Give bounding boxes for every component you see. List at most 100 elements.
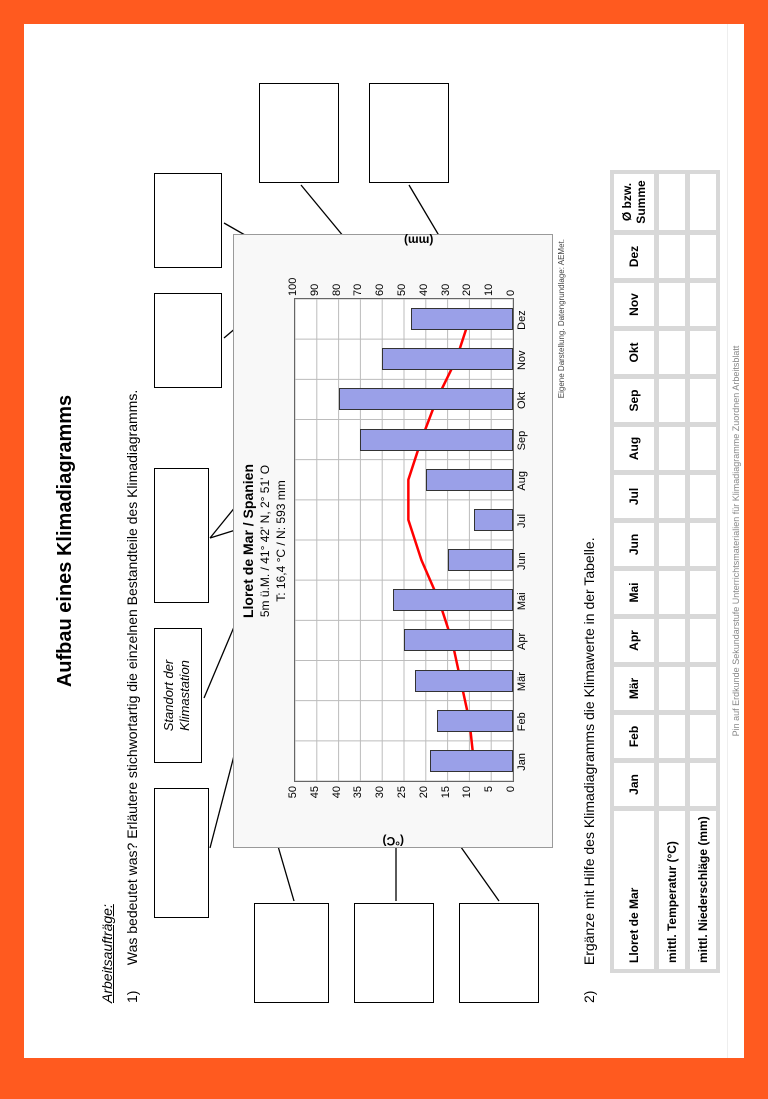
blank-box-left-3[interactable] (459, 903, 539, 1003)
blank-box-left-2[interactable] (354, 903, 434, 1003)
cell-precip-feb[interactable] (689, 714, 717, 759)
caption-bar: Pin auf Erdkunde Sekundarstufe Unterrich… (727, 24, 744, 1058)
ytick-left: 10 (461, 786, 473, 814)
ytick-left: 35 (352, 786, 364, 814)
cell-precip-aug[interactable] (689, 426, 717, 471)
ytick-left: 5 (483, 786, 495, 814)
precip-bar (393, 589, 513, 611)
cell-temp-sum[interactable] (658, 173, 686, 231)
cell-temp-okt[interactable] (658, 330, 686, 375)
chart-attribution: Eigene Darstellung. Datengrundlage: AEMe… (557, 239, 566, 398)
ytick-left: 45 (309, 786, 321, 814)
precip-bar (339, 388, 513, 410)
cell-precip-apr[interactable] (689, 618, 717, 663)
ytick-left: 25 (396, 786, 408, 814)
blank-box-right-2[interactable] (369, 83, 449, 183)
sheet-rotated-wrap: Aufbau eines Klimadiagramms Arbeitsauftr… (24, 24, 744, 1058)
ytick-left: 0 (505, 786, 517, 814)
ytick-right: 100 (287, 264, 299, 296)
blank-box-top-1[interactable] (154, 788, 209, 918)
ytick-right: 50 (396, 264, 408, 296)
xtick-month: Sep (516, 421, 528, 461)
precip-bar (448, 549, 513, 571)
task-1-text: Was bedeutet was? Erläutere stichwortart… (124, 390, 140, 965)
cell-temp-dez[interactable] (658, 234, 686, 279)
cell-temp-nov[interactable] (658, 282, 686, 327)
right-axis-label: (mm) (404, 234, 433, 248)
cell-temp-sep[interactable] (658, 378, 686, 423)
cell-temp-mai[interactable] (658, 570, 686, 615)
ytick-left: 50 (287, 786, 299, 814)
cell-precip-jul[interactable] (689, 474, 717, 519)
precip-bar (426, 469, 513, 491)
blank-box-top-2[interactable] (154, 468, 209, 603)
precip-bar (437, 710, 513, 732)
tasks-heading: Arbeitsaufträge: (99, 904, 115, 1003)
table-row-precip: mittl. Niederschläge (mm) (689, 173, 717, 970)
ytick-left: 30 (374, 786, 386, 814)
table-month-feb: Feb (613, 714, 655, 759)
ytick-left: 15 (440, 786, 452, 814)
table-month-mai: Mai (613, 570, 655, 615)
standort-box: Standort der Klimastation (154, 628, 202, 763)
blank-box-top-3[interactable] (154, 293, 222, 388)
cell-temp-jul[interactable] (658, 474, 686, 519)
cell-precip-sep[interactable] (689, 378, 717, 423)
cell-temp-mar[interactable] (658, 666, 686, 711)
data-table: Lloret de Mar Jan Feb Mär Apr Mai Jun Ju… (610, 170, 720, 973)
chart-sub2: T: 16,4 °C / N: 593 mm (274, 235, 288, 847)
cell-precip-okt[interactable] (689, 330, 717, 375)
precip-bar (415, 670, 513, 692)
task-2: 2) Ergänze mit Hilfe des Klimadiagramms … (581, 537, 597, 1003)
table-month-mar: Mär (613, 666, 655, 711)
table-rowhead-1: mittl. Temperatur (°C) (658, 810, 686, 970)
grid-svg (295, 299, 513, 781)
precip-bar (382, 348, 513, 370)
cell-precip-mai[interactable] (689, 570, 717, 615)
ytick-right: 40 (418, 264, 430, 296)
blank-box-right-1[interactable] (259, 83, 339, 183)
temp-line-svg (295, 299, 513, 781)
cell-temp-feb[interactable] (658, 714, 686, 759)
table-month-okt: Okt (613, 330, 655, 375)
cell-precip-dez[interactable] (689, 234, 717, 279)
table-rowhead-0: Lloret de Mar (613, 810, 655, 970)
worksheet: Aufbau eines Klimadiagramms Arbeitsauftr… (24, 24, 744, 1058)
table-month-jun: Jun (613, 522, 655, 567)
xtick-month: Jun (516, 541, 528, 581)
ytick-right: 30 (440, 264, 452, 296)
ytick-left: 20 (418, 786, 430, 814)
xtick-month: Mär (516, 662, 528, 702)
table-month-jan: Jan (613, 762, 655, 807)
table-row-temp: mittl. Temperatur (°C) (658, 173, 686, 970)
task-2-text: Ergänze mit Hilfe des Klimadiagramms die… (581, 537, 597, 965)
cell-temp-aug[interactable] (658, 426, 686, 471)
cell-precip-mar[interactable] (689, 666, 717, 711)
cell-temp-jan[interactable] (658, 762, 686, 807)
precip-bar (430, 750, 513, 772)
xtick-month: Apr (516, 621, 528, 661)
page-title: Aufbau eines Klimadiagramms (54, 24, 77, 1058)
xtick-month: Mai (516, 581, 528, 621)
ytick-right: 70 (352, 264, 364, 296)
table-header-row: Lloret de Mar Jan Feb Mär Apr Mai Jun Ju… (613, 173, 655, 970)
task-1: 1) Was bedeutet was? Erläutere stichwort… (124, 390, 140, 1003)
table-month-sep: Sep (613, 378, 655, 423)
xtick-month: Okt (516, 380, 528, 420)
precip-bar (474, 509, 513, 531)
precip-bar (404, 629, 513, 651)
cell-temp-apr[interactable] (658, 618, 686, 663)
cell-precip-jan[interactable] (689, 762, 717, 807)
task-1-number: 1) (124, 969, 140, 1003)
cell-precip-nov[interactable] (689, 282, 717, 327)
blank-box-left-1[interactable] (254, 903, 329, 1003)
xtick-month: Nov (516, 340, 528, 380)
table-sum-header: Ø bzw. Summe (613, 173, 655, 231)
chart-sub1: 5m ü.M. / 41° 42' N, 2° 51' O (258, 235, 272, 847)
blank-box-top-4[interactable] (154, 173, 222, 268)
cell-temp-jun[interactable] (658, 522, 686, 567)
chart-title: Lloret de Mar / Spanien (240, 235, 256, 847)
cell-precip-sum[interactable] (689, 173, 717, 231)
plot-area (294, 298, 514, 782)
cell-precip-jun[interactable] (689, 522, 717, 567)
